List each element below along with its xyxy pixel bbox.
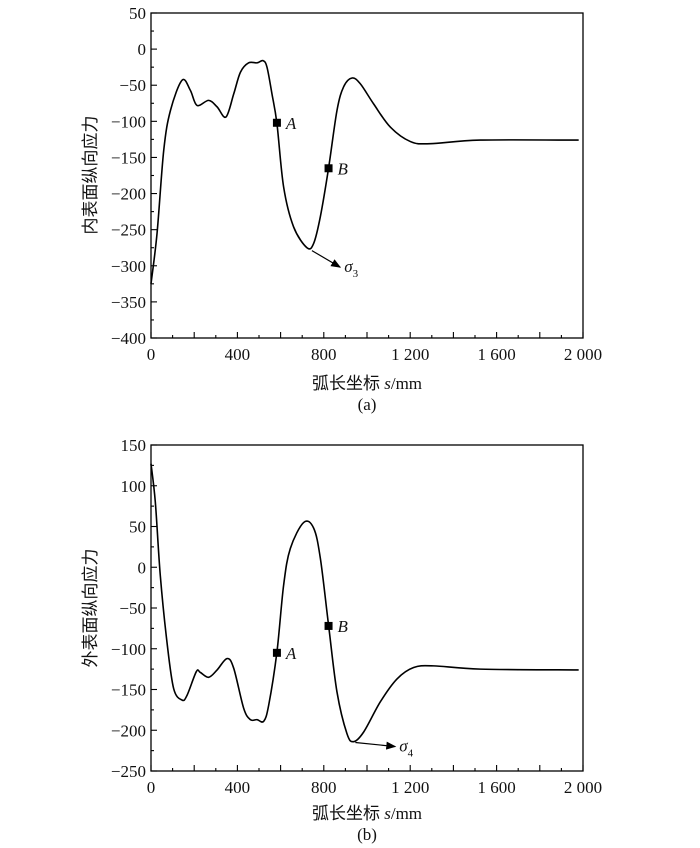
x-axis-title: 弧长坐标 s/mm <box>312 804 422 823</box>
x-tick-label: 1 600 <box>477 778 515 797</box>
x-tick-label: 1 200 <box>391 345 429 364</box>
x-tick-label: 800 <box>311 778 337 797</box>
x-axis-title: 弧长坐标 s/mm <box>312 374 422 393</box>
panel-caption: (a) <box>358 395 377 414</box>
y-tick-label: 150 <box>121 436 147 455</box>
y-tick-label: 50 <box>129 4 146 23</box>
panel-caption: (b) <box>357 825 377 844</box>
y-tick-label: −350 <box>111 293 146 312</box>
y-axis-title: 内表面纵向应力 <box>81 116 100 235</box>
y-tick-label: −100 <box>111 112 146 131</box>
annotation-arrow <box>355 741 397 750</box>
chart-panel-a: 弧长坐标 s/mm (a) 内表面纵向应力 0 400 800 1 200 1 600 2… <box>81 4 602 414</box>
x-tick-label: 0 <box>147 345 156 364</box>
plot-frame <box>150 444 584 772</box>
point-label-b: B <box>338 617 349 636</box>
point-label-b: B <box>338 159 349 178</box>
y-tick-label: −250 <box>111 221 146 240</box>
point-marker-b <box>324 621 333 630</box>
y-axis-title: 外表面纵向应力 <box>81 549 100 668</box>
x-tick-label: 0 <box>147 778 156 797</box>
x-tick-label: 800 <box>311 345 337 364</box>
y-tick-label: 0 <box>138 558 147 577</box>
x-tick-label: 400 <box>225 778 251 797</box>
chart-panel-b: 弧长坐标 s/mm (b) 外表面纵向应力 0 400 800 1 200 1 600 2… <box>81 436 602 844</box>
x-tick-label: 2 000 <box>564 345 602 364</box>
y-tick-label: 0 <box>138 40 147 59</box>
annotation-label: σ3 <box>344 257 358 280</box>
point-marker-b <box>324 164 333 173</box>
point-label-a: A <box>285 644 297 663</box>
y-tick-label: −400 <box>111 329 146 348</box>
annotation-arrow <box>311 250 342 268</box>
x-tick-label: 1 200 <box>391 778 429 797</box>
y-tick-label: −200 <box>111 185 146 204</box>
point-marker-a <box>272 118 281 127</box>
point-marker-a <box>272 648 281 657</box>
y-tick-label: −200 <box>111 721 146 740</box>
y-tick-label: −250 <box>111 762 146 781</box>
series-line <box>150 463 579 743</box>
point-label-a: A <box>285 114 297 133</box>
y-tick-label: −150 <box>111 681 146 700</box>
plot-frame <box>150 12 584 339</box>
y-tick-label: 100 <box>121 477 147 496</box>
series-line <box>150 59 579 284</box>
y-tick-label: −300 <box>111 257 146 276</box>
y-tick-label: −100 <box>111 640 146 659</box>
y-tick-label: −50 <box>119 599 146 618</box>
y-tick-label: −50 <box>119 76 146 95</box>
y-tick-label: −150 <box>111 148 146 167</box>
annotation-label: σ4 <box>399 737 413 760</box>
x-tick-label: 2 000 <box>564 778 602 797</box>
y-tick-label: 50 <box>129 518 146 537</box>
x-tick-label: 400 <box>225 345 251 364</box>
x-tick-label: 1 600 <box>477 345 515 364</box>
